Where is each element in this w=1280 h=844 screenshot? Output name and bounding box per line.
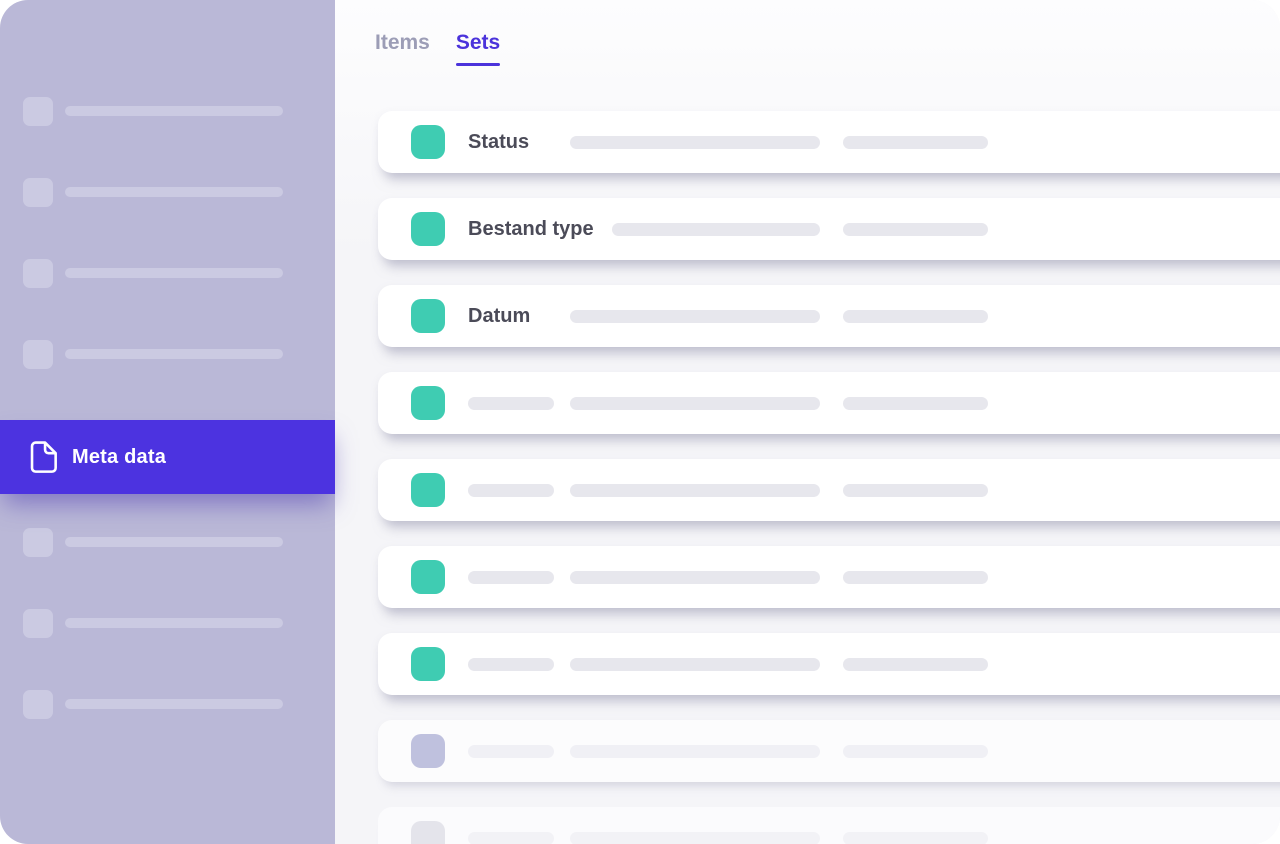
sidebar-item-placeholder[interactable]: [23, 96, 335, 126]
sidebar-item-meta-data[interactable]: Meta data: [0, 420, 335, 494]
set-placeholder-bar-long: [611, 222, 820, 236]
set-placeholder-bar-long: [570, 396, 820, 410]
set-name-placeholder-bar: [468, 831, 554, 844]
set-row-content: [378, 546, 988, 608]
tab-items-label: Items: [375, 31, 430, 54]
set-color-swatch: [411, 734, 445, 768]
sidebar-placeholder-icon: [23, 339, 53, 369]
set-name-placeholder-bar: [468, 483, 554, 497]
set-name-placeholder-bar: [468, 657, 554, 671]
set-row[interactable]: Status: [378, 111, 1280, 173]
sidebar-placeholder-text-bar: [65, 268, 283, 278]
sidebar-placeholder-icon: [23, 177, 53, 207]
set-name-placeholder-bar: [468, 396, 554, 410]
set-placeholder-bar-long: [570, 309, 820, 323]
set-name-label: Datum: [468, 304, 531, 327]
sets-list: Status Bestand type Datum: [335, 111, 1280, 844]
set-row-content: [378, 720, 988, 782]
sidebar-item-placeholder[interactable]: [23, 258, 335, 288]
set-placeholder-bar-short: [843, 222, 988, 236]
sidebar-placeholder-text-bar: [65, 618, 283, 628]
tab-items-underline: [375, 63, 430, 66]
sidebar-placeholder-icon: [23, 608, 53, 638]
sidebar-item-placeholder[interactable]: [23, 177, 335, 207]
set-row-content: Datum: [378, 285, 988, 347]
set-color-swatch: [411, 821, 445, 844]
tab-bar: Items Sets: [335, 0, 1280, 66]
sidebar-item-placeholder[interactable]: [23, 339, 335, 369]
sidebar-item-placeholder[interactable]: [23, 608, 335, 638]
set-name-label: Bestand type: [468, 217, 594, 240]
sidebar-placeholder-icon: [23, 689, 53, 719]
set-color-swatch: [411, 125, 445, 159]
set-row-content: [378, 372, 988, 434]
set-placeholder-bar-short: [843, 570, 988, 584]
sidebar-placeholder-group-top: [0, 96, 335, 369]
sidebar-placeholder-icon: [23, 527, 53, 557]
set-row[interactable]: [378, 459, 1280, 521]
sidebar-placeholder-text-bar: [65, 187, 283, 197]
tab-sets[interactable]: Sets: [455, 31, 501, 66]
set-name-placeholder-bar: [468, 744, 554, 758]
main-panel: Items Sets Status Bestand type: [335, 0, 1280, 844]
set-placeholder-bar-long: [570, 744, 820, 758]
set-row[interactable]: [378, 546, 1280, 608]
set-row-content: Bestand type: [378, 198, 988, 260]
set-placeholder-bar-long: [570, 657, 820, 671]
set-placeholder-bar-short: [843, 657, 988, 671]
set-row-content: [378, 633, 988, 695]
sidebar-item-placeholder[interactable]: [23, 689, 335, 719]
set-row[interactable]: [378, 720, 1280, 782]
set-color-swatch: [411, 473, 445, 507]
set-placeholder-bar-short: [843, 744, 988, 758]
tab-items[interactable]: Items: [375, 31, 430, 66]
set-color-swatch: [411, 299, 445, 333]
set-placeholder-bar-long: [570, 135, 820, 149]
set-placeholder-bar-short: [843, 483, 988, 497]
set-placeholder-bar-long: [570, 831, 820, 844]
set-color-swatch: [411, 647, 445, 681]
set-color-swatch: [411, 386, 445, 420]
sidebar-placeholder-text-bar: [65, 349, 283, 359]
set-row[interactable]: [378, 633, 1280, 695]
set-placeholder-bar-short: [843, 309, 988, 323]
set-row[interactable]: Datum: [378, 285, 1280, 347]
set-row[interactable]: [378, 372, 1280, 434]
set-placeholder-bar-short: [843, 396, 988, 410]
sidebar-placeholder-icon: [23, 258, 53, 288]
sidebar: Meta data: [0, 0, 335, 844]
set-color-swatch: [411, 560, 445, 594]
set-row-content: [378, 459, 988, 521]
sidebar-placeholder-text-bar: [65, 537, 283, 547]
set-row[interactable]: [378, 807, 1280, 844]
set-placeholder-bar-long: [570, 483, 820, 497]
set-color-swatch: [411, 212, 445, 246]
sidebar-placeholder-text-bar: [65, 106, 283, 116]
tab-sets-underline: [455, 63, 501, 66]
set-placeholder-bar-short: [843, 135, 988, 149]
sidebar-placeholder-text-bar: [65, 699, 283, 709]
sidebar-placeholder-icon: [23, 96, 53, 126]
tab-sets-label: Sets: [455, 31, 501, 54]
sidebar-item-label: Meta data: [72, 445, 167, 468]
set-placeholder-bar-long: [570, 570, 820, 584]
sidebar-item-placeholder[interactable]: [23, 527, 335, 557]
document-icon: [30, 441, 57, 473]
set-name-placeholder-bar: [468, 570, 554, 584]
set-row-content: Status: [378, 111, 988, 173]
set-row[interactable]: Bestand type: [378, 198, 1280, 260]
set-name-label: Status: [468, 130, 530, 153]
set-row-content: [378, 807, 988, 844]
set-placeholder-bar-short: [843, 831, 988, 844]
sidebar-placeholder-group-bottom: [0, 527, 335, 719]
